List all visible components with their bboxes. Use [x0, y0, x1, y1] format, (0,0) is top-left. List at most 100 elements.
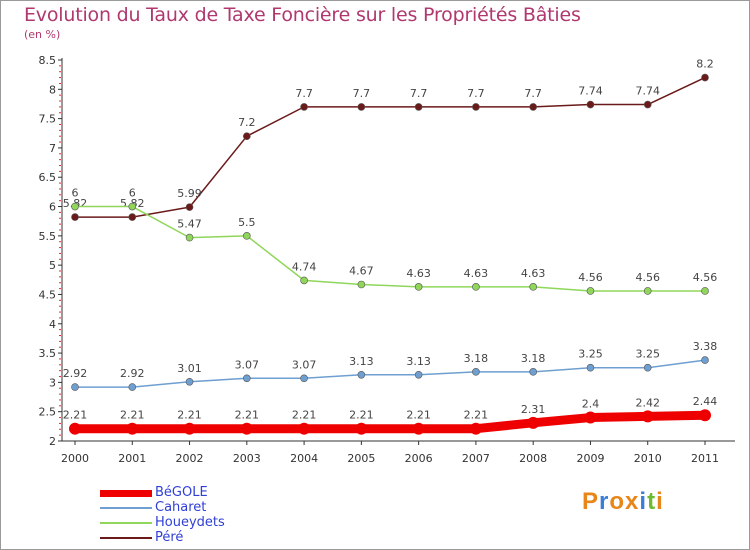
data-point-caharet	[414, 370, 423, 379]
data-point-caharet	[128, 383, 137, 391]
legend-item-pere: Péré	[100, 531, 300, 546]
data-point-pere	[185, 203, 194, 211]
data-label-pere: 7.7	[524, 87, 542, 100]
y-tick-label: 4	[49, 318, 56, 331]
data-label-houeydets: 6	[72, 187, 79, 200]
x-tick-label: 2011	[691, 452, 719, 465]
data-point-begole	[126, 422, 139, 435]
data-label-begole: 2.4	[582, 398, 600, 411]
x-tick-label: 2003	[233, 452, 261, 465]
y-tick-label: 5	[49, 259, 56, 272]
series-line-caharet	[75, 359, 706, 388]
data-point-houeydets	[701, 287, 709, 295]
legend-label-houeydets: Houeydets	[155, 515, 225, 530]
y-tick-label: 4.5	[39, 288, 57, 301]
legend-swatch-caharet	[100, 507, 152, 509]
data-label-houeydets: 4.56	[635, 271, 660, 284]
legend-label-caharet: Caharet	[155, 500, 207, 515]
data-label-pere: 5.99	[177, 187, 202, 200]
data-label-pere: 7.7	[353, 87, 371, 100]
data-point-pere	[472, 103, 480, 111]
y-tick-label: 7	[49, 142, 56, 155]
series-line-begole	[75, 410, 706, 434]
data-label-caharet: 3.07	[292, 358, 317, 371]
data-point-pere	[586, 100, 595, 109]
data-label-caharet: 2.92	[63, 367, 88, 380]
data-label-caharet: 3.25	[635, 348, 660, 361]
data-point-begole	[355, 422, 368, 435]
legend-item-begole: BéGOLE	[100, 486, 300, 501]
data-point-begole	[412, 422, 425, 435]
legend-swatch-pere	[100, 537, 152, 539]
data-point-begole	[641, 410, 654, 423]
x-tick-label: 2006	[405, 452, 433, 465]
data-label-pere: 8.2	[696, 58, 714, 71]
data-label-caharet: 3.07	[235, 358, 260, 371]
data-label-begole: 2.21	[120, 409, 145, 422]
data-point-houeydets	[128, 202, 137, 211]
data-label-pere: 7.7	[295, 87, 313, 100]
data-point-caharet	[357, 370, 366, 379]
data-point-pere	[128, 213, 137, 221]
legend-label-pere: Péré	[155, 530, 184, 545]
y-tick-label: 3	[49, 376, 56, 389]
data-label-caharet: 3.18	[464, 352, 489, 365]
x-tick-label: 2004	[290, 452, 318, 465]
y-tick-label: 3.5	[39, 347, 57, 360]
data-point-houeydets	[586, 287, 595, 295]
data-point-caharet	[185, 377, 194, 386]
data-label-houeydets: 5.5	[238, 216, 256, 229]
y-tick-label: 7.5	[39, 113, 57, 126]
data-point-caharet	[701, 356, 709, 364]
data-point-begole	[298, 422, 311, 435]
proxiti-logo[interactable]: Proxiti	[582, 488, 664, 516]
legend-item-caharet: Caharet	[100, 501, 300, 516]
series-line-houeydets	[75, 205, 705, 292]
x-tick-label: 2002	[176, 452, 204, 465]
data-point-caharet	[586, 363, 595, 372]
x-tick-label: 2009	[576, 452, 604, 465]
data-point-begole	[469, 422, 482, 435]
legend-swatch-houeydets	[100, 522, 152, 524]
data-label-begole: 2.21	[464, 409, 489, 422]
data-point-houeydets	[243, 232, 251, 240]
data-point-caharet	[472, 368, 480, 376]
x-tick-label: 2008	[519, 452, 547, 465]
data-label-caharet: 3.18	[521, 352, 546, 365]
legend-item-houeydets: Houeydets	[100, 516, 300, 531]
data-label-caharet: 3.25	[578, 348, 603, 361]
data-point-houeydets	[357, 280, 366, 289]
x-tick-label: 2010	[634, 452, 662, 465]
data-label-pere: 7.7	[410, 87, 428, 100]
data-point-begole	[527, 416, 540, 429]
data-point-houeydets	[414, 283, 423, 291]
data-point-caharet	[300, 374, 308, 383]
data-label-pere: 7.74	[578, 85, 603, 98]
data-label-caharet: 3.01	[177, 362, 202, 375]
data-point-pere	[643, 100, 652, 109]
data-point-pere	[529, 103, 537, 111]
x-tick-label: 2005	[347, 452, 375, 465]
data-point-caharet	[529, 368, 537, 376]
data-label-houeydets: 4.56	[578, 271, 603, 284]
data-point-begole	[699, 409, 711, 422]
data-point-pere	[300, 103, 308, 111]
data-label-begole: 2.21	[177, 409, 202, 422]
data-label-houeydets: 4.63	[521, 267, 546, 280]
data-point-pere	[357, 103, 366, 111]
data-label-caharet: 3.13	[406, 355, 431, 368]
y-tick-label: 8	[49, 83, 56, 96]
data-point-houeydets	[185, 233, 194, 242]
data-label-houeydets: 4.67	[349, 264, 374, 277]
data-point-pere	[243, 132, 251, 140]
x-tick-label: 2001	[118, 452, 146, 465]
data-label-begole: 2.21	[63, 409, 88, 422]
data-point-caharet	[71, 383, 79, 391]
y-tick-label: 2.5	[39, 406, 57, 419]
legend-swatch-begole	[100, 490, 152, 497]
data-point-pere	[414, 103, 423, 111]
y-tick-label: 6	[49, 201, 56, 214]
data-label-begole: 2.21	[406, 409, 431, 422]
